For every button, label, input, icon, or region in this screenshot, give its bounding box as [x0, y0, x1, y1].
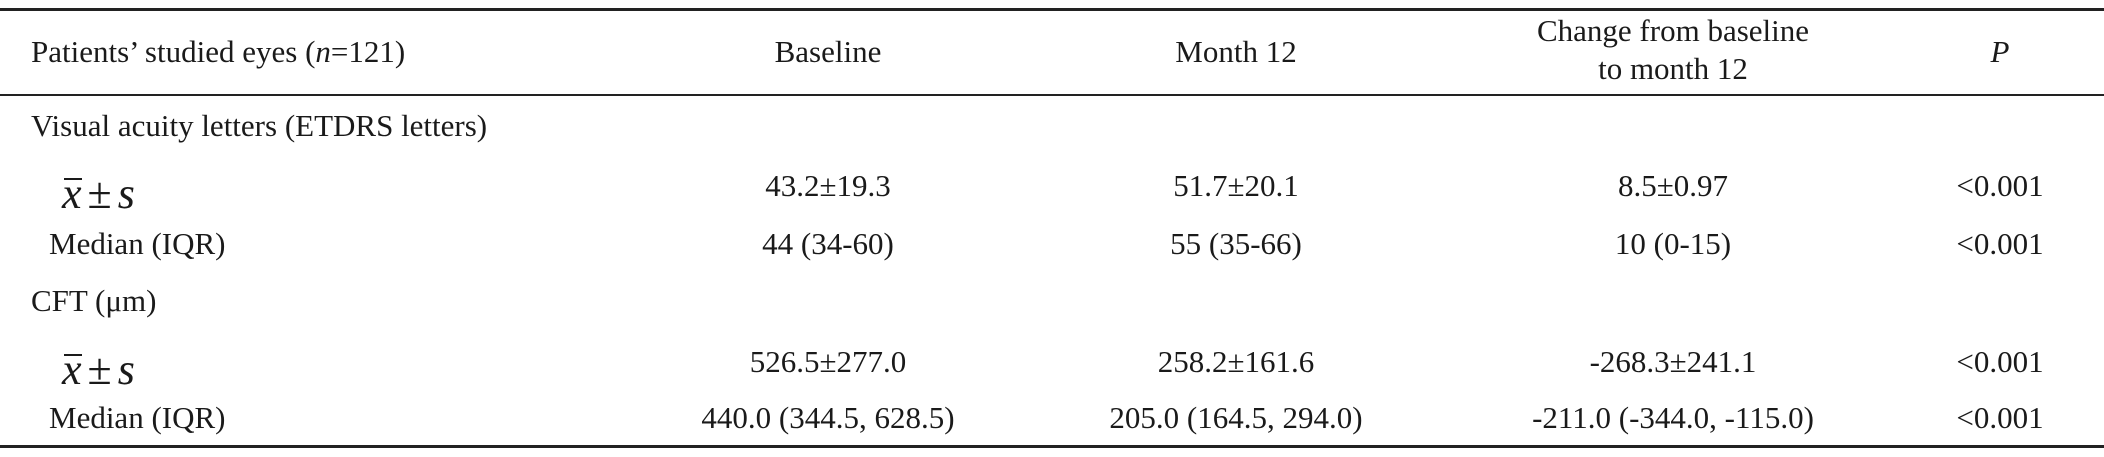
table-top-rule [0, 8, 2104, 11]
plus-minus-symbol: ± [87, 169, 112, 218]
va-median-change: 10 (0-15) [1614, 226, 1732, 261]
header-patients-suffix: =121) [330, 34, 406, 69]
section-cft-title: CFT (μm) [31, 283, 157, 318]
cft-mean-p: <0.001 [1956, 344, 2044, 379]
header-baseline: Baseline [774, 34, 882, 69]
cft-mean-baseline: 526.5±277.0 [749, 344, 907, 379]
cft-mean-label: x ± s [62, 348, 135, 392]
header-change: Change from baseline to month 12 [1537, 12, 1809, 88]
table-bottom-rule [0, 445, 2104, 448]
va-median-p: <0.001 [1956, 226, 2044, 261]
header-patients: Patients’ studied eyes (n=121) [31, 34, 405, 70]
cft-median-change: -211.0 (-344.0, -115.0) [1532, 400, 1814, 435]
xbar-symbol: x [62, 169, 82, 218]
header-patients-n: n [315, 34, 331, 69]
va-mean-month12: 51.7±20.1 [1173, 168, 1299, 203]
va-median-baseline: 44 (34-60) [762, 226, 894, 261]
cft-mean-month12: 258.2±161.6 [1157, 344, 1315, 379]
cft-mean-change: -268.3±241.1 [1589, 344, 1757, 379]
cft-median-month12: 205.0 (164.5, 294.0) [1109, 400, 1363, 435]
cft-median-baseline: 440.0 (344.5, 628.5) [701, 400, 955, 435]
header-month12: Month 12 [1175, 34, 1297, 69]
section-va-title: Visual acuity letters (ETDRS letters) [31, 108, 488, 143]
cft-median-label: Median (IQR) [49, 400, 226, 435]
header-change-line1: Change from baseline [1536, 13, 1810, 48]
plus-minus-symbol: ± [87, 345, 112, 394]
va-mean-p: <0.001 [1956, 168, 2044, 203]
s-symbol: s [117, 169, 135, 218]
va-mean-label: x ± s [62, 172, 135, 216]
va-mean-baseline: 43.2±19.3 [765, 168, 891, 203]
header-change-line2: to month 12 [1598, 51, 1748, 86]
s-symbol: s [117, 345, 135, 394]
xbar-symbol: x [62, 345, 82, 394]
va-mean-change: 8.5±0.97 [1617, 168, 1729, 203]
table-header-rule [0, 94, 2104, 96]
header-patients-prefix: Patients’ studied eyes ( [31, 34, 316, 69]
header-p: P [1990, 34, 2010, 69]
va-median-month12: 55 (35-66) [1170, 226, 1302, 261]
va-median-label: Median (IQR) [49, 226, 226, 261]
cft-median-p: <0.001 [1956, 400, 2044, 435]
